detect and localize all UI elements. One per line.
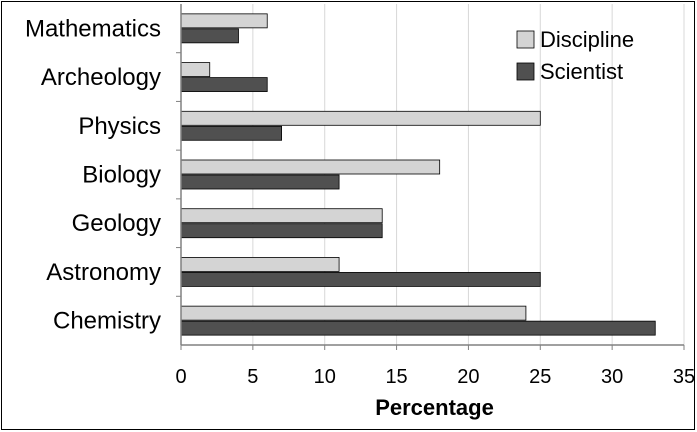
category-label: Chemistry (53, 308, 161, 335)
x-tick-label: 5 (247, 366, 258, 388)
legend: Discipline Scientist (516, 27, 634, 84)
category-label: Mathematics (25, 15, 161, 42)
bar-discipline (180, 159, 441, 175)
x-tick-label: 25 (529, 366, 551, 388)
category-label: Archeology (41, 64, 161, 91)
x-tick-label: 30 (601, 366, 623, 388)
x-tick-label: 15 (385, 366, 407, 388)
category-label: Geology (72, 210, 161, 237)
legend-swatch (516, 62, 535, 81)
category-label: Biology (82, 162, 161, 189)
category-label: Astronomy (46, 259, 161, 286)
legend-swatch (516, 30, 535, 49)
bar-scientist (180, 320, 656, 336)
x-tick-label: 20 (457, 366, 479, 388)
bar-discipline (180, 13, 268, 29)
bar-discipline (180, 208, 383, 224)
gridlines (252, 4, 685, 345)
x-tick-labels: 0 5 10 15 20 25 30 35 (175, 366, 695, 388)
bar-discipline (180, 257, 340, 272)
legend-label: Scientist (540, 59, 623, 84)
legend-label: Discipline (540, 27, 634, 52)
bar-scientist (180, 125, 282, 141)
bar-discipline (180, 110, 541, 126)
bars (180, 13, 656, 336)
x-tick-label: 10 (314, 366, 336, 388)
axes (176, 4, 685, 350)
category-label: Physics (78, 113, 161, 140)
bar-scientist (180, 223, 383, 239)
bar-discipline (180, 305, 527, 321)
bar-scientist (180, 174, 340, 190)
x-tick-label: 35 (673, 366, 695, 388)
bar-scientist (180, 77, 268, 92)
bar-scientist (180, 272, 541, 287)
category-labels: Mathematics Archeology Physics Biology Geolo… (25, 15, 161, 334)
bar-discipline (180, 62, 211, 77)
x-tick-label: 0 (175, 366, 186, 388)
bar-scientist (180, 28, 239, 44)
x-axis-label: Percentage (375, 395, 494, 420)
